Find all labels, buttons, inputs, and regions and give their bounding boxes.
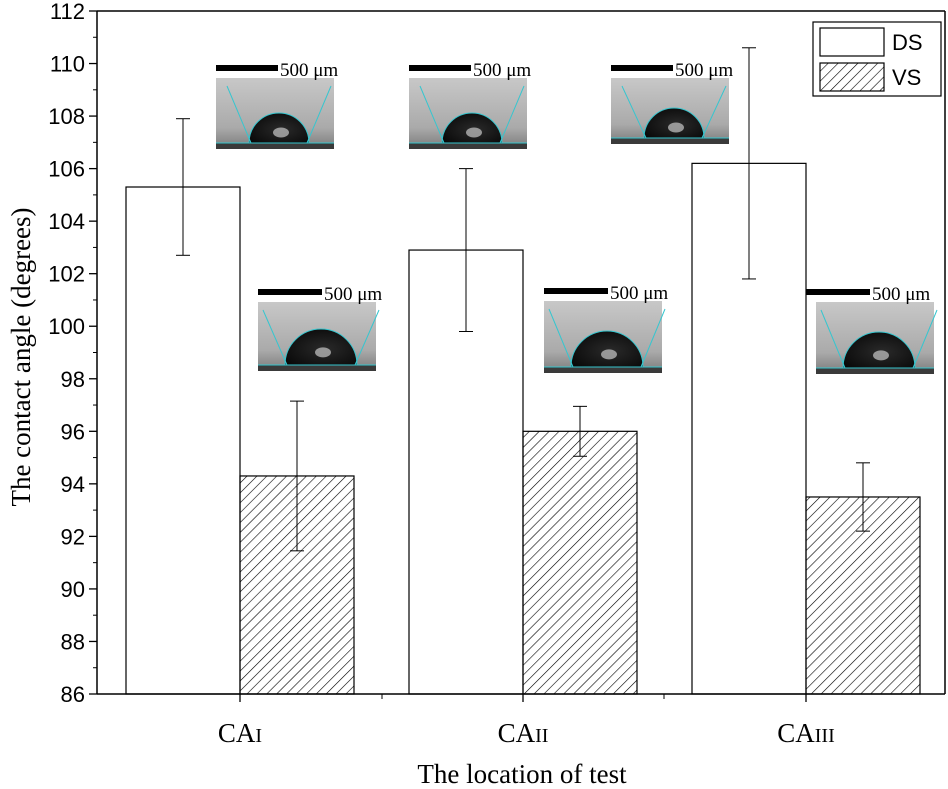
x-tick-label-2: CAII xyxy=(498,718,549,748)
tangent-line-left xyxy=(621,85,647,139)
error-bars-layer xyxy=(176,47,870,552)
droplet xyxy=(842,331,916,369)
inset-substrate xyxy=(216,143,334,149)
x-tick-label-3: CAIII xyxy=(777,718,835,748)
bars-layer xyxy=(125,162,921,695)
droplet xyxy=(570,330,644,368)
y-tick-label: 108 xyxy=(48,104,85,129)
y-tick-label: 102 xyxy=(48,262,85,287)
tangent-line-right xyxy=(640,308,666,368)
droplet-highlight xyxy=(315,347,331,358)
inset-substrate xyxy=(544,367,662,373)
tangent-line-right xyxy=(306,85,332,144)
y-tick-label: 96 xyxy=(61,419,85,444)
droplet-insets-layer: 500 μm 500 μm 500 μm 500 μm 500 μm 500 μm xyxy=(216,60,938,374)
droplet xyxy=(284,328,358,366)
droplet-inset-ds-3: 500 μm xyxy=(611,60,733,144)
y-tick-label: 110 xyxy=(50,52,85,77)
y-tick-label: 112 xyxy=(50,0,85,24)
scale-bar xyxy=(258,289,322,295)
y-axis-label: The contact angle (degrees) xyxy=(6,207,36,506)
tangent-line-right xyxy=(499,85,525,144)
tangent-line-right xyxy=(701,85,727,139)
category-main: CA xyxy=(498,718,536,748)
legend-swatch-vs xyxy=(819,62,885,92)
category-main: CA xyxy=(218,718,256,748)
droplet-highlight xyxy=(873,350,889,361)
droplet-inset-vs-2: 500 μm xyxy=(544,283,668,373)
scale-bar-label: 500 μm xyxy=(872,284,930,305)
scale-bar-label: 500 μm xyxy=(610,283,668,304)
y-tick-label: 90 xyxy=(61,577,85,602)
tangent-line-right xyxy=(354,309,380,366)
category-sub: II xyxy=(535,725,548,747)
bar-ds-1 xyxy=(125,186,241,695)
y-tick-label: 94 xyxy=(61,472,85,497)
inset-substrate xyxy=(258,365,376,371)
legend-label-vs: VS xyxy=(892,65,921,90)
y-tick-label: 104 xyxy=(48,209,85,234)
scale-bar xyxy=(216,65,278,71)
legend-label-ds: DS xyxy=(892,30,923,55)
droplet-highlight xyxy=(601,349,617,360)
inset-substrate xyxy=(409,143,527,149)
scale-bar xyxy=(806,289,870,295)
droplet-highlight xyxy=(668,122,684,133)
category-sub: I xyxy=(255,725,262,747)
scale-bar xyxy=(544,288,608,294)
tangent-line-left xyxy=(548,308,574,368)
y-tick-label: 106 xyxy=(48,157,85,182)
tangent-line-left xyxy=(820,309,846,369)
category-main: CA xyxy=(777,718,815,748)
droplet-inset-vs-3: 500 μm xyxy=(806,284,938,374)
droplet-inset-ds-2: 500 μm xyxy=(409,60,531,149)
scale-bar-label: 500 μm xyxy=(473,60,531,81)
category-sub: III xyxy=(815,725,835,747)
x-axis-label: The location of test xyxy=(417,759,627,789)
droplet-highlight xyxy=(273,127,289,138)
legend: DS VS xyxy=(812,21,942,97)
scale-bar xyxy=(409,65,471,71)
y-tick-label: 88 xyxy=(61,629,85,654)
y-tick-label: 92 xyxy=(61,524,85,549)
y-tick-label: 100 xyxy=(48,314,85,339)
scale-bar-label: 500 μm xyxy=(324,284,382,305)
y-tick-label: 98 xyxy=(61,367,85,392)
droplet-inset-vs-1: 500 μm xyxy=(258,284,382,371)
inset-substrate xyxy=(816,368,934,374)
scale-bar xyxy=(611,65,673,71)
tangent-line-right xyxy=(912,309,938,369)
x-tick-label-1: CAI xyxy=(218,718,262,748)
bar-vs-2 xyxy=(522,430,638,695)
scale-bar-label: 500 μm xyxy=(675,60,733,81)
tangent-line-left xyxy=(226,85,252,144)
tangent-line-left xyxy=(419,85,445,144)
droplet-highlight xyxy=(466,127,482,138)
scale-bar-label: 500 μm xyxy=(280,60,338,81)
droplet-inset-ds-1: 500 μm xyxy=(216,60,338,149)
legend-swatch-ds xyxy=(819,27,885,57)
tangent-line-left xyxy=(262,309,288,366)
y-tick-label: 86 xyxy=(61,682,85,707)
inset-substrate xyxy=(611,138,729,144)
